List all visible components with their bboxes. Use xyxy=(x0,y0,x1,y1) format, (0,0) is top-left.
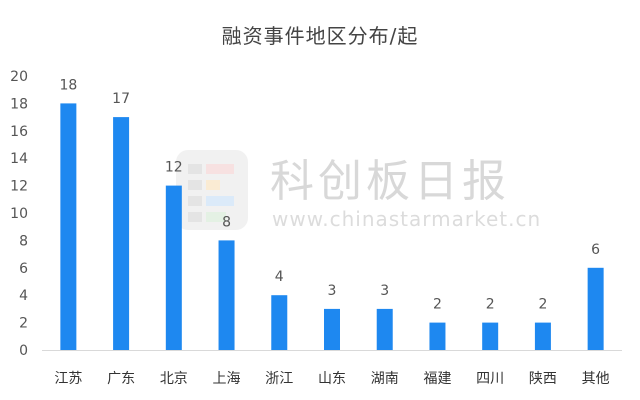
data-labels: 18 17 12 8 4 3 3 2 2 2 6 xyxy=(59,77,600,312)
bar xyxy=(429,322,446,350)
y-tick-label: 8 xyxy=(19,233,28,249)
bar xyxy=(165,185,182,350)
x-axis: 江苏 广东 北京 上海 浙江 山东 湖南 福建 四川 陕西 其他 xyxy=(42,350,622,387)
x-tick-label: 北京 xyxy=(160,371,188,387)
x-tick-label: 陕西 xyxy=(529,371,557,387)
data-label: 17 xyxy=(112,91,130,107)
data-label: 2 xyxy=(538,297,547,313)
chart-title: 融资事件地区分布/起 xyxy=(221,24,419,48)
bar xyxy=(482,322,499,350)
y-tick-label: 0 xyxy=(19,343,28,359)
x-tick-label: 福建 xyxy=(423,371,451,387)
watermark: 科创板日报 www.chinastarmarket.cn xyxy=(176,150,541,231)
y-tick-label: 16 xyxy=(10,124,28,140)
y-tick-label: 6 xyxy=(19,261,28,277)
x-tick-label: 四川 xyxy=(476,371,504,387)
watermark-name: 科创板日报 xyxy=(270,156,510,207)
data-label: 6 xyxy=(591,242,600,258)
y-tick-label: 10 xyxy=(10,206,28,222)
bar xyxy=(324,308,340,350)
bar xyxy=(113,117,130,350)
bar xyxy=(534,322,551,350)
watermark-url: www.chinastarmarket.cn xyxy=(272,207,541,231)
x-tick-label: 山东 xyxy=(318,371,346,387)
data-label: 12 xyxy=(165,160,183,176)
bar xyxy=(376,308,393,350)
data-label: 4 xyxy=(275,269,284,285)
y-tick-label: 18 xyxy=(10,96,28,112)
x-tick-label: 其他 xyxy=(582,371,610,387)
bar xyxy=(271,295,288,350)
bar xyxy=(60,103,77,351)
y-tick-label: 12 xyxy=(10,179,28,195)
bar xyxy=(587,267,604,350)
x-tick-label: 江苏 xyxy=(54,371,82,387)
data-label: 2 xyxy=(433,297,442,313)
data-label: 3 xyxy=(380,283,389,299)
y-tick-label: 4 xyxy=(19,288,28,304)
x-tick-label: 浙江 xyxy=(265,371,293,387)
x-tick-label: 上海 xyxy=(213,371,241,387)
bar xyxy=(218,240,235,350)
y-axis: 0 2 4 6 8 10 12 14 16 18 20 xyxy=(10,69,28,359)
y-tick-label: 20 xyxy=(10,69,28,85)
x-tick-label: 广东 xyxy=(107,371,135,387)
bar-series xyxy=(60,103,604,351)
data-label: 8 xyxy=(222,214,231,230)
data-label: 2 xyxy=(486,297,495,313)
x-tick-label: 湖南 xyxy=(371,371,399,387)
data-label: 18 xyxy=(59,77,77,93)
data-label: 3 xyxy=(328,283,337,299)
watermark-logo-icon xyxy=(176,150,248,230)
y-tick-label: 2 xyxy=(19,316,28,332)
y-tick-label: 14 xyxy=(10,151,28,167)
